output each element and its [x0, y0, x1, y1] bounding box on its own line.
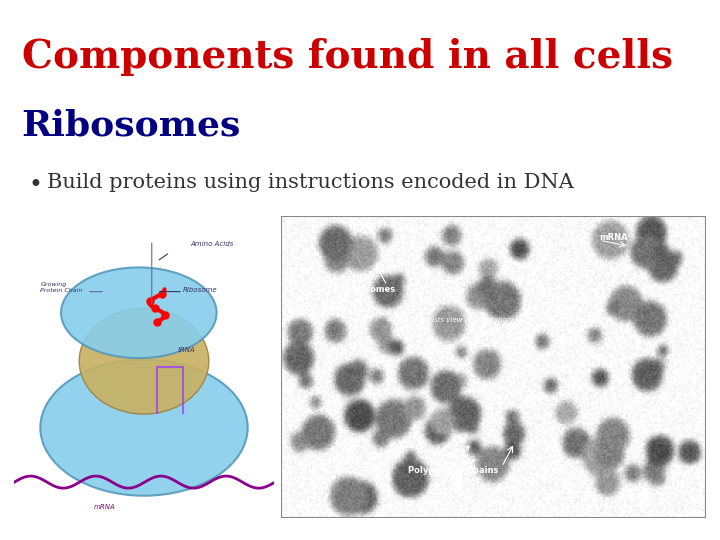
- Text: Polypeptide chains: Polypeptide chains: [408, 466, 499, 475]
- Text: Components found in all cells: Components found in all cells: [22, 38, 672, 76]
- Text: A morphologists view of translation: A morphologists view of translation: [387, 317, 511, 323]
- Text: mRNA: mRNA: [94, 504, 116, 510]
- Text: tRNA: tRNA: [178, 347, 195, 353]
- Text: Ribosomes: Ribosomes: [345, 285, 396, 294]
- Ellipse shape: [61, 267, 217, 358]
- Text: Build proteins using instructions encoded in DNA: Build proteins using instructions encode…: [47, 173, 574, 192]
- Text: mRNA: mRNA: [600, 233, 628, 242]
- Text: Ribosomes: Ribosomes: [22, 108, 241, 142]
- Text: •: •: [29, 173, 42, 197]
- Text: Growing
Protein Chain: Growing Protein Chain: [40, 282, 83, 293]
- Ellipse shape: [79, 308, 209, 414]
- Text: Ribosome: Ribosome: [183, 287, 217, 293]
- Text: Amino Acids: Amino Acids: [191, 241, 234, 247]
- Ellipse shape: [40, 360, 248, 496]
